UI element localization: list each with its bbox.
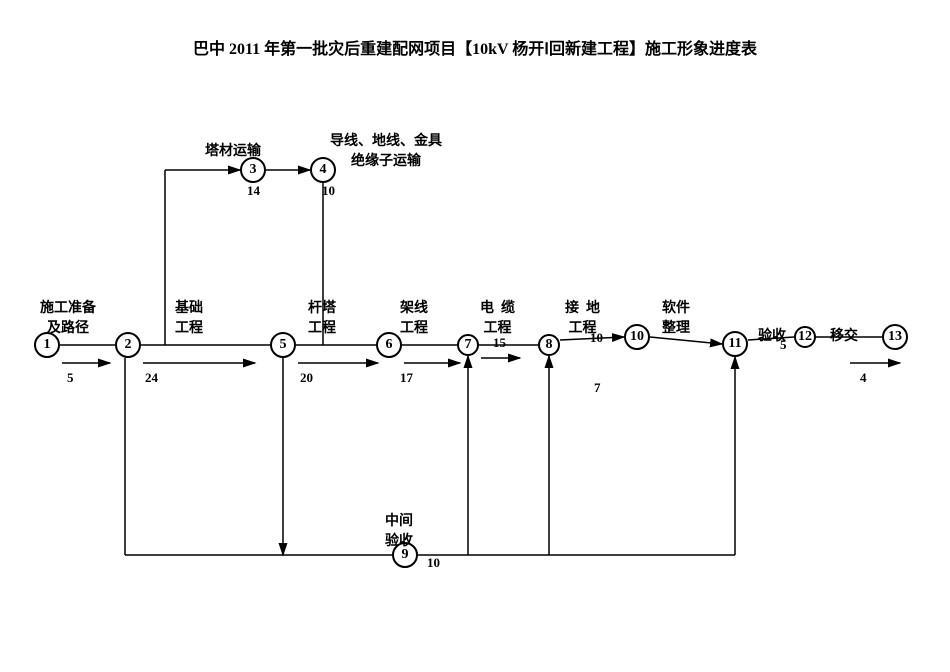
duration-label: 5 xyxy=(67,370,74,386)
duration-label: 4 xyxy=(860,370,867,386)
duration-label: 5 xyxy=(780,337,787,353)
network-node-7: 7 xyxy=(457,334,479,356)
activity-label: 杆塔 工程 xyxy=(308,297,336,337)
duration-label: 10 xyxy=(322,183,335,199)
network-node-8: 8 xyxy=(538,334,560,356)
network-node-13: 13 xyxy=(882,324,908,350)
network-node-3: 3 xyxy=(240,157,266,183)
network-node-12: 12 xyxy=(794,326,816,348)
network-node-2: 2 xyxy=(115,332,141,358)
activity-label: 塔材运输 xyxy=(205,140,261,160)
duration-label: 24 xyxy=(145,370,158,386)
duration-label: 20 xyxy=(300,370,313,386)
activity-label: 软件 整理 xyxy=(662,297,690,337)
activity-label: 电 缆 工程 xyxy=(480,297,515,337)
activity-label: 移交 xyxy=(830,325,858,345)
activity-label: 基础 工程 xyxy=(175,297,203,337)
diagram-edge xyxy=(650,337,722,344)
duration-label: 10 xyxy=(427,555,440,571)
network-diagram: 12345678910111213施工准备 及路径基础 工程塔材运输导线、地线、… xyxy=(0,0,950,672)
duration-label: 10 xyxy=(590,330,603,346)
duration-label: 15 xyxy=(493,335,506,351)
duration-label: 7 xyxy=(594,380,601,396)
activity-label: 导线、地线、金具 绝缘子运输 xyxy=(330,130,442,170)
network-node-11: 11 xyxy=(722,331,748,357)
network-node-10: 10 xyxy=(624,324,650,350)
activity-label: 中间 验收 xyxy=(385,510,413,550)
network-node-5: 5 xyxy=(270,332,296,358)
duration-label: 14 xyxy=(247,183,260,199)
duration-label: 17 xyxy=(400,370,413,386)
network-node-6: 6 xyxy=(376,332,402,358)
activity-label: 施工准备 及路径 xyxy=(40,297,96,337)
activity-label: 架线 工程 xyxy=(400,297,428,337)
